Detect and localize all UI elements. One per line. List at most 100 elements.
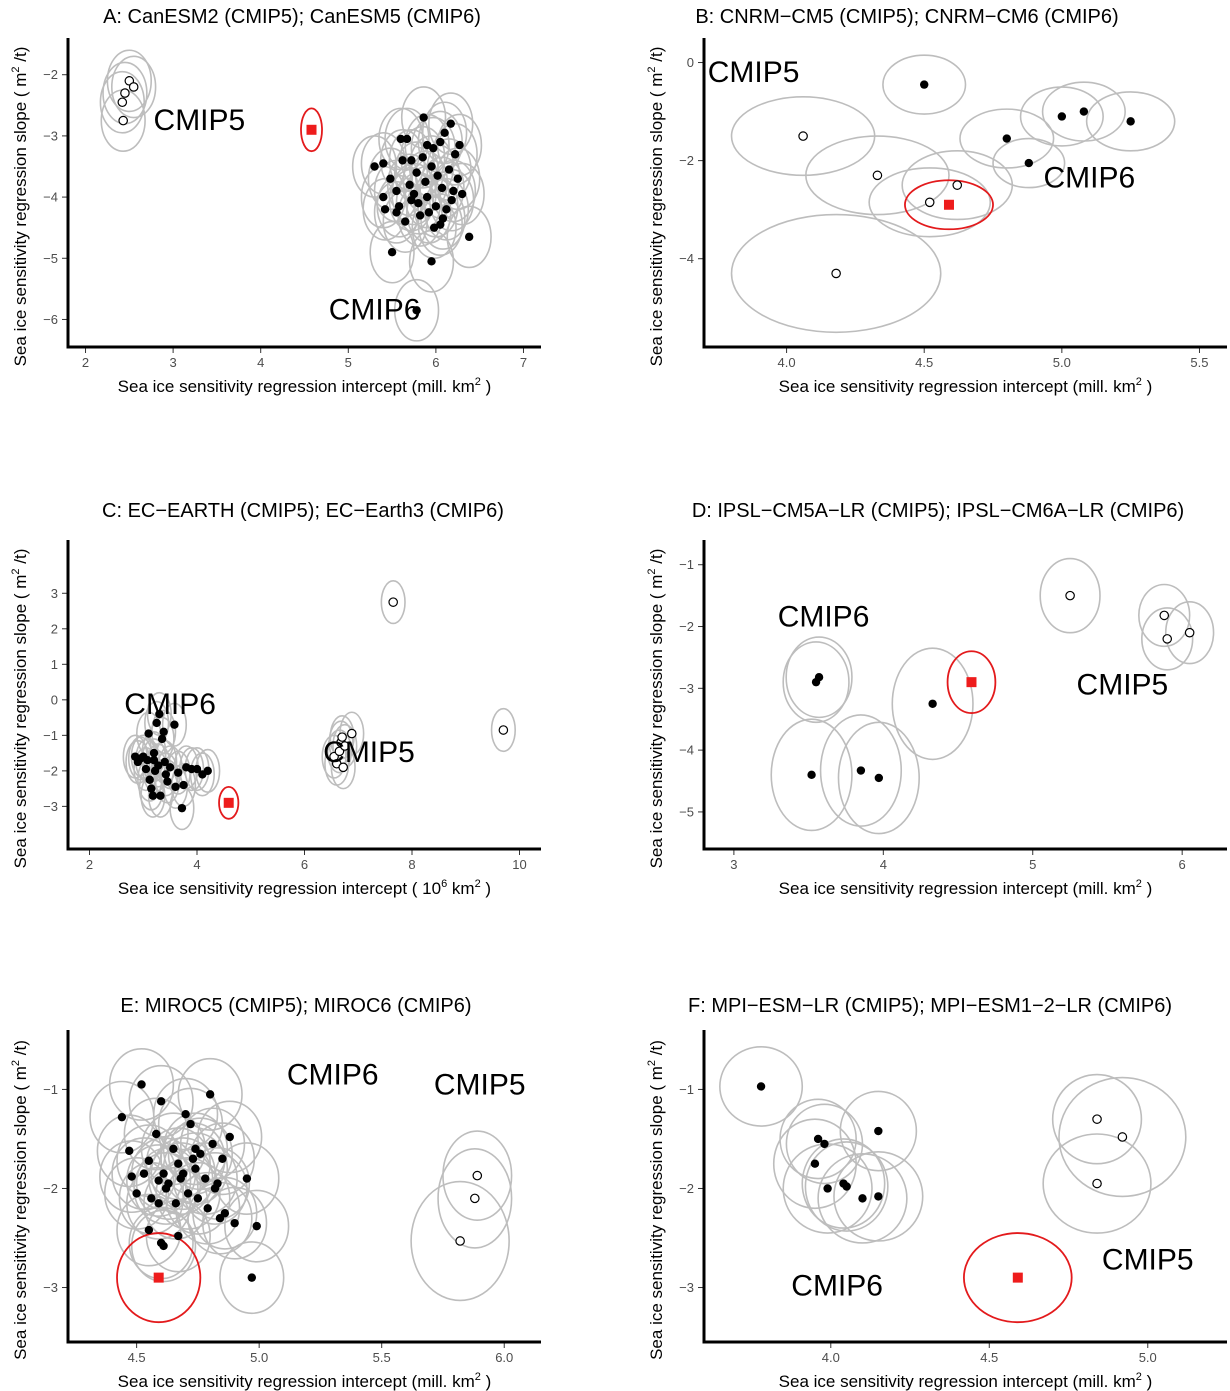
cmip6-point <box>449 186 458 196</box>
cmip6-point <box>147 784 156 793</box>
cmip5-point <box>1184 627 1195 638</box>
cmip6-ellipse <box>172 1142 238 1216</box>
x-tick-label: 4.5 <box>128 1350 146 1365</box>
cmip6-point <box>127 1172 136 1181</box>
group-label-cmip6: CMIP6 <box>329 293 421 326</box>
cmip6-point <box>183 1189 193 1198</box>
cmip6-point <box>144 729 153 738</box>
cmip6-point <box>813 1134 823 1144</box>
x-axis-label: Sea ice sensitivity regression intercept… <box>779 878 1153 898</box>
cmip6-ellipse <box>219 1241 285 1315</box>
group-label-cmip5: CMIP5 <box>1102 1244 1194 1277</box>
cmip6-ellipse <box>1085 91 1176 152</box>
cmip6-point <box>157 734 167 744</box>
cmip6-point <box>1057 112 1067 121</box>
cmip6-point <box>457 189 467 199</box>
y-axis-label: Sea ice sensitivity regression slope ( m… <box>646 549 666 869</box>
y-tick-label: −2 <box>679 619 694 634</box>
cmip6-point <box>407 195 416 205</box>
cmip6-ellipse <box>837 721 920 835</box>
cmip6-point <box>173 768 183 777</box>
group-label-cmip6: CMIP6 <box>124 688 216 721</box>
cmip6-point <box>165 763 175 772</box>
cmip5-point <box>472 1170 483 1181</box>
cmip6-point <box>203 766 212 776</box>
cmip6-point <box>442 205 451 214</box>
cmip6-point <box>436 137 445 147</box>
cmip5-point <box>1117 1132 1128 1142</box>
x-tick-label: 4.0 <box>822 1350 840 1365</box>
cmip5-point <box>1065 590 1075 601</box>
axes-lines <box>66 38 541 349</box>
cmip5-ellipse <box>110 55 157 119</box>
x-tick-label: 3 <box>730 857 737 872</box>
cmip6-point <box>174 1159 183 1168</box>
cmip6-point <box>450 150 460 159</box>
cmip6-point <box>141 764 151 774</box>
cmip6-point <box>928 699 937 708</box>
cmip6-ellipse <box>162 1132 229 1206</box>
x-tick-label: 4 <box>193 857 200 872</box>
cmip6-ellipse <box>801 1138 886 1229</box>
cmip6-point <box>421 177 430 186</box>
cmip6-point <box>392 186 401 196</box>
observation-ellipse <box>218 785 240 820</box>
y-tick-label: 0 <box>51 692 58 707</box>
cmip6-point <box>220 1209 230 1218</box>
group-label-cmip6: CMIP6 <box>1044 162 1136 195</box>
y-axis-label: Sea ice sensitivity regression slope ( m… <box>646 47 666 367</box>
observation-ellipse <box>116 1232 202 1324</box>
cmip6-ellipse <box>428 92 474 156</box>
cmip6-ellipse <box>116 1193 182 1267</box>
group-label-cmip5: CMIP5 <box>323 736 415 769</box>
cmip6-point <box>177 803 187 813</box>
y-tick-label: −4 <box>679 251 694 266</box>
cmip6-point <box>191 1144 200 1154</box>
cmip6-point <box>181 1109 190 1119</box>
cmip5-point <box>1092 1178 1102 1189</box>
y-tick-label: −2 <box>679 153 694 168</box>
cmip6-point <box>823 1184 832 1193</box>
cmip6-point <box>402 134 412 144</box>
observation-ellipse <box>946 650 997 714</box>
cmip6-ellipse <box>108 1048 175 1121</box>
cmip6-point <box>370 162 379 171</box>
cmip6-point <box>203 1204 212 1213</box>
y-tick-label: −1 <box>679 557 694 572</box>
x-tick-label: 6 <box>1179 857 1186 872</box>
cmip5-ellipse <box>1058 1076 1187 1198</box>
group-label-cmip6: CMIP6 <box>778 601 870 634</box>
panel-title: B: CNRM−CM5 (CMIP5); CNRM−CM6 (CMIP6) <box>695 6 1118 28</box>
cmip6-ellipse <box>891 647 974 761</box>
cmip6-point <box>842 1182 851 1191</box>
y-tick-label: 3 <box>51 586 58 601</box>
cmip6-point <box>179 780 188 790</box>
axes-lines <box>702 1030 1227 1344</box>
cmip6-point <box>412 168 421 177</box>
cmip5-point <box>338 762 348 773</box>
cmip6-point <box>394 202 404 211</box>
cmip5-ellipse <box>1042 1133 1152 1234</box>
cmip6-ellipse <box>432 122 478 186</box>
cmip5-ellipse <box>868 167 992 238</box>
y-tick-label: 1 <box>51 657 58 672</box>
cmip6-point <box>161 770 171 779</box>
cmip5-ellipse <box>380 580 406 625</box>
cmip6-point <box>446 119 455 128</box>
cmip6-point <box>125 1146 134 1156</box>
cmip6-point <box>407 156 416 165</box>
cmip6-point <box>169 1144 178 1154</box>
x-tick-label: 4 <box>880 857 887 872</box>
cmip6-point <box>147 1194 156 1203</box>
cmip6-point <box>444 165 454 174</box>
cmip6-point <box>156 791 165 800</box>
cmip6-point <box>414 199 423 208</box>
cmip6-point <box>186 1119 195 1129</box>
cmip6-point <box>163 777 172 786</box>
x-tick-label: 5.0 <box>1139 1350 1157 1365</box>
x-tick-label: 4.5 <box>915 355 933 370</box>
group-label-cmip6: CMIP6 <box>287 1058 379 1091</box>
cmip6-ellipse <box>839 1090 918 1172</box>
cmip6-point <box>874 1192 883 1201</box>
